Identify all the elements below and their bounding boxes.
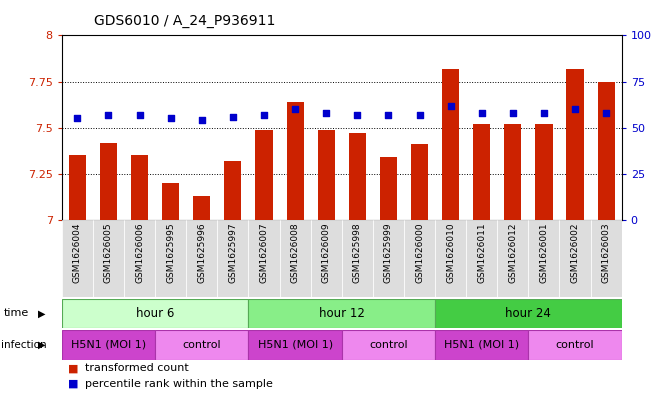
FancyBboxPatch shape xyxy=(466,220,497,297)
Text: infection: infection xyxy=(1,340,46,350)
Point xyxy=(414,112,424,118)
Point xyxy=(321,110,331,116)
Point xyxy=(508,110,518,116)
Bar xyxy=(535,124,553,220)
FancyBboxPatch shape xyxy=(435,299,622,328)
FancyBboxPatch shape xyxy=(311,220,342,297)
FancyBboxPatch shape xyxy=(62,299,249,328)
Bar xyxy=(162,183,179,220)
Bar xyxy=(318,130,335,220)
FancyBboxPatch shape xyxy=(62,330,155,360)
Bar xyxy=(100,143,117,220)
Text: GSM1625998: GSM1625998 xyxy=(353,222,362,283)
Point xyxy=(197,117,207,123)
Text: GSM1626008: GSM1626008 xyxy=(290,222,299,283)
FancyBboxPatch shape xyxy=(529,220,559,297)
Text: GSM1626006: GSM1626006 xyxy=(135,222,144,283)
Text: GSM1626009: GSM1626009 xyxy=(322,222,331,283)
FancyBboxPatch shape xyxy=(249,299,435,328)
Point xyxy=(104,112,114,118)
FancyBboxPatch shape xyxy=(93,220,124,297)
Point xyxy=(228,114,238,120)
Text: GSM1626003: GSM1626003 xyxy=(602,222,611,283)
Bar xyxy=(598,81,615,220)
Text: GSM1626000: GSM1626000 xyxy=(415,222,424,283)
Bar xyxy=(255,130,273,220)
Text: ▶: ▶ xyxy=(38,309,46,318)
Text: GSM1626004: GSM1626004 xyxy=(73,222,82,283)
Bar xyxy=(286,102,303,220)
FancyBboxPatch shape xyxy=(124,220,155,297)
FancyBboxPatch shape xyxy=(529,330,622,360)
Text: ■: ■ xyxy=(68,378,79,389)
Text: hour 24: hour 24 xyxy=(505,307,551,320)
Point xyxy=(570,106,580,112)
Bar xyxy=(225,161,242,220)
Bar xyxy=(442,69,459,220)
FancyBboxPatch shape xyxy=(249,330,342,360)
Text: GSM1625995: GSM1625995 xyxy=(166,222,175,283)
Point xyxy=(383,112,394,118)
FancyBboxPatch shape xyxy=(155,220,186,297)
FancyBboxPatch shape xyxy=(404,220,435,297)
Text: hour 12: hour 12 xyxy=(319,307,365,320)
Point xyxy=(352,112,363,118)
Text: hour 6: hour 6 xyxy=(136,307,174,320)
Text: GSM1626007: GSM1626007 xyxy=(260,222,268,283)
Bar xyxy=(380,157,397,220)
Text: GSM1626001: GSM1626001 xyxy=(540,222,548,283)
Bar xyxy=(411,144,428,220)
Text: GSM1626010: GSM1626010 xyxy=(446,222,455,283)
Text: GSM1626005: GSM1626005 xyxy=(104,222,113,283)
Text: control: control xyxy=(369,340,408,350)
Point xyxy=(165,116,176,122)
FancyBboxPatch shape xyxy=(559,220,590,297)
Point xyxy=(477,110,487,116)
Text: GDS6010 / A_24_P936911: GDS6010 / A_24_P936911 xyxy=(94,13,276,28)
Text: H5N1 (MOI 1): H5N1 (MOI 1) xyxy=(71,340,146,350)
Point xyxy=(259,112,270,118)
Text: GSM1626002: GSM1626002 xyxy=(570,222,579,283)
Point xyxy=(601,110,611,116)
Bar xyxy=(566,69,583,220)
Point xyxy=(290,106,300,112)
Text: GSM1625996: GSM1625996 xyxy=(197,222,206,283)
Text: transformed count: transformed count xyxy=(85,364,188,373)
Text: ■: ■ xyxy=(68,364,79,373)
Point xyxy=(539,110,549,116)
Bar xyxy=(131,155,148,220)
Text: time: time xyxy=(3,309,29,318)
FancyBboxPatch shape xyxy=(373,220,404,297)
FancyBboxPatch shape xyxy=(217,220,249,297)
Text: GSM1625997: GSM1625997 xyxy=(229,222,238,283)
Point xyxy=(445,103,456,109)
Text: ▶: ▶ xyxy=(38,340,46,350)
FancyBboxPatch shape xyxy=(590,220,622,297)
Text: percentile rank within the sample: percentile rank within the sample xyxy=(85,378,273,389)
Bar xyxy=(349,133,366,220)
FancyBboxPatch shape xyxy=(435,220,466,297)
FancyBboxPatch shape xyxy=(342,220,373,297)
FancyBboxPatch shape xyxy=(342,330,435,360)
FancyBboxPatch shape xyxy=(186,220,217,297)
FancyBboxPatch shape xyxy=(279,220,311,297)
Text: GSM1626012: GSM1626012 xyxy=(508,222,518,283)
FancyBboxPatch shape xyxy=(62,220,93,297)
FancyBboxPatch shape xyxy=(435,330,529,360)
Bar xyxy=(69,155,86,220)
Text: control: control xyxy=(556,340,594,350)
Bar xyxy=(473,124,490,220)
Bar xyxy=(505,124,521,220)
Bar xyxy=(193,196,210,220)
Text: GSM1625999: GSM1625999 xyxy=(384,222,393,283)
Point xyxy=(134,112,145,118)
FancyBboxPatch shape xyxy=(497,220,529,297)
Text: H5N1 (MOI 1): H5N1 (MOI 1) xyxy=(258,340,333,350)
Point xyxy=(72,116,83,122)
Text: control: control xyxy=(182,340,221,350)
FancyBboxPatch shape xyxy=(249,220,279,297)
Text: H5N1 (MOI 1): H5N1 (MOI 1) xyxy=(444,340,519,350)
FancyBboxPatch shape xyxy=(155,330,249,360)
Text: GSM1626011: GSM1626011 xyxy=(477,222,486,283)
